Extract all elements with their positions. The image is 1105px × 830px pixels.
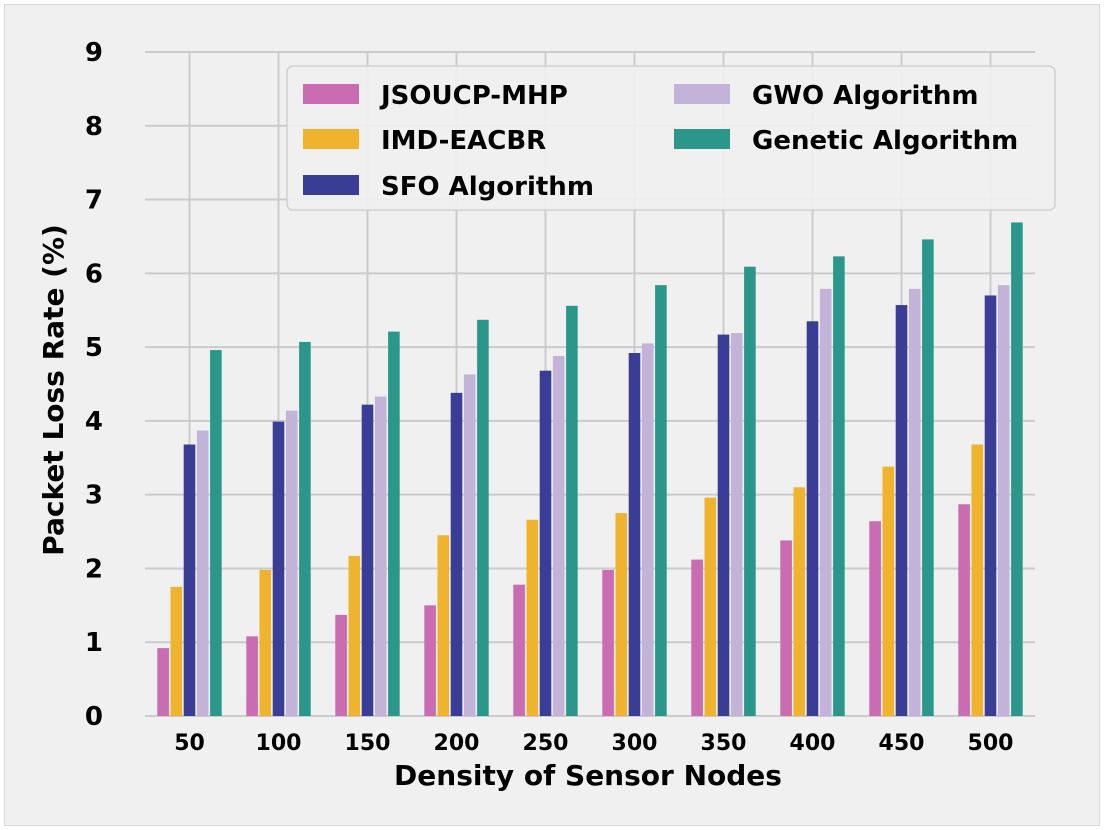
bar-jsoucp-mhp-150 (335, 614, 347, 716)
y-tick-label: 5 (85, 333, 103, 363)
legend-swatch (303, 175, 359, 195)
y-tick-label: 4 (85, 407, 103, 437)
x-tick-label: 250 (523, 731, 569, 756)
y-tick-label: 6 (85, 259, 103, 289)
bar-genetic-algorithm-200 (477, 319, 489, 716)
bar-sfo-algorithm-200 (450, 392, 463, 716)
legend-label: GWO Algorithm (752, 81, 978, 111)
y-tick-label: 1 (85, 628, 103, 658)
chart-figure: 0 1 2 3 4 5 6 7 8 9 50 100 150 200 250 300 350 400 450 500… (4, 4, 1100, 826)
bar-jsoucp-mhp-250 (513, 584, 525, 716)
bar-gwo-algorithm-50 (196, 430, 209, 716)
bar-jsoucp-mhp-50 (157, 648, 169, 716)
y-tick-label: 0 (85, 702, 103, 732)
legend-swatch (303, 84, 359, 104)
bar-gwo-algorithm-150 (374, 396, 387, 716)
legend-swatch (303, 129, 359, 149)
legend: JSOUCP-MHP IMD-EACBR SFO Algorithm GWO Algo… (286, 65, 1056, 211)
bar-imd-eacbr-150 (348, 555, 361, 716)
legend-label: SFO Algorithm (381, 172, 594, 202)
bar-gwo-algorithm-250 (552, 355, 565, 716)
bar-gwo-algorithm-350 (730, 333, 743, 716)
bar-jsoucp-mhp-400 (780, 540, 792, 716)
bar-jsoucp-mhp-200 (424, 605, 436, 716)
x-tick-label: 400 (790, 731, 836, 756)
bar-genetic-algorithm-100 (299, 341, 311, 716)
bar-sfo-algorithm-500 (984, 295, 997, 716)
legend-label: Genetic Algorithm (752, 126, 1018, 156)
x-tick-label: 150 (345, 731, 391, 756)
bar-jsoucp-mhp-350 (691, 559, 703, 716)
legend-frame (286, 65, 1056, 211)
y-tick-label: 8 (85, 112, 103, 142)
y-axis-ticks: 0 1 2 3 4 5 6 7 8 9 (85, 38, 103, 732)
bar-gwo-algorithm-500 (997, 285, 1010, 716)
bar-imd-eacbr-300 (615, 513, 628, 716)
bar-jsoucp-mhp-300 (602, 569, 614, 716)
bar-sfo-algorithm-150 (361, 404, 374, 716)
bar-genetic-algorithm-150 (388, 331, 400, 716)
bar-genetic-algorithm-250 (566, 305, 578, 716)
y-tick-label: 9 (85, 38, 103, 68)
bar-gwo-algorithm-300 (641, 343, 654, 716)
bar-sfo-algorithm-450 (895, 305, 908, 716)
bar-gwo-algorithm-400 (819, 288, 832, 716)
bar-jsoucp-mhp-500 (958, 504, 970, 716)
bar-gwo-algorithm-100 (285, 410, 298, 716)
bar-gwo-algorithm-200 (463, 374, 476, 716)
legend-label: JSOUCP-MHP (379, 81, 568, 111)
legend-swatch (674, 84, 730, 104)
bar-genetic-algorithm-50 (210, 350, 222, 716)
legend-label: IMD-EACBR (381, 126, 546, 156)
bar-imd-eacbr-250 (526, 519, 539, 716)
bar-sfo-algorithm-100 (272, 421, 285, 716)
x-tick-label: 50 (174, 731, 205, 756)
bar-genetic-algorithm-300 (655, 285, 667, 716)
bar-sfo-algorithm-400 (806, 321, 819, 716)
bar-genetic-algorithm-400 (833, 256, 845, 716)
y-axis-label: Packet Loss Rate (%) (37, 224, 70, 556)
x-tick-label: 100 (256, 731, 302, 756)
legend-swatch (674, 129, 730, 149)
bar-jsoucp-mhp-450 (869, 521, 881, 716)
bar-imd-eacbr-50 (170, 586, 183, 716)
bar-sfo-algorithm-300 (628, 353, 641, 716)
bar-genetic-algorithm-350 (744, 266, 756, 716)
y-tick-label: 2 (85, 554, 103, 584)
bar-sfo-algorithm-350 (717, 334, 730, 716)
x-tick-label: 300 (612, 731, 658, 756)
x-axis-label: Density of Sensor Nodes (394, 759, 782, 792)
x-tick-label: 500 (968, 731, 1014, 756)
bar-imd-eacbr-200 (437, 535, 450, 716)
x-tick-label: 200 (434, 731, 480, 756)
bars (157, 222, 1023, 716)
bar-genetic-algorithm-450 (922, 239, 934, 716)
bar-gwo-algorithm-450 (908, 288, 921, 716)
x-axis-ticks: 50 100 150 200 250 300 350 400 450 500 (174, 731, 1013, 756)
bar-imd-eacbr-500 (971, 444, 984, 716)
y-tick-label: 7 (85, 186, 103, 216)
x-tick-label: 350 (701, 731, 747, 756)
bar-jsoucp-mhp-100 (246, 636, 258, 716)
bar-sfo-algorithm-250 (539, 370, 552, 716)
bar-sfo-algorithm-50 (183, 444, 196, 716)
bar-imd-eacbr-100 (259, 569, 272, 716)
bar-imd-eacbr-350 (704, 497, 717, 716)
bar-imd-eacbr-450 (882, 466, 895, 716)
y-tick-label: 3 (85, 481, 103, 511)
bar-imd-eacbr-400 (793, 487, 806, 716)
bar-genetic-algorithm-500 (1011, 222, 1023, 716)
x-tick-label: 450 (879, 731, 925, 756)
bar-chart: 0 1 2 3 4 5 6 7 8 9 50 100 150 200 250 300 350 400 450 500… (37, 38, 1056, 792)
